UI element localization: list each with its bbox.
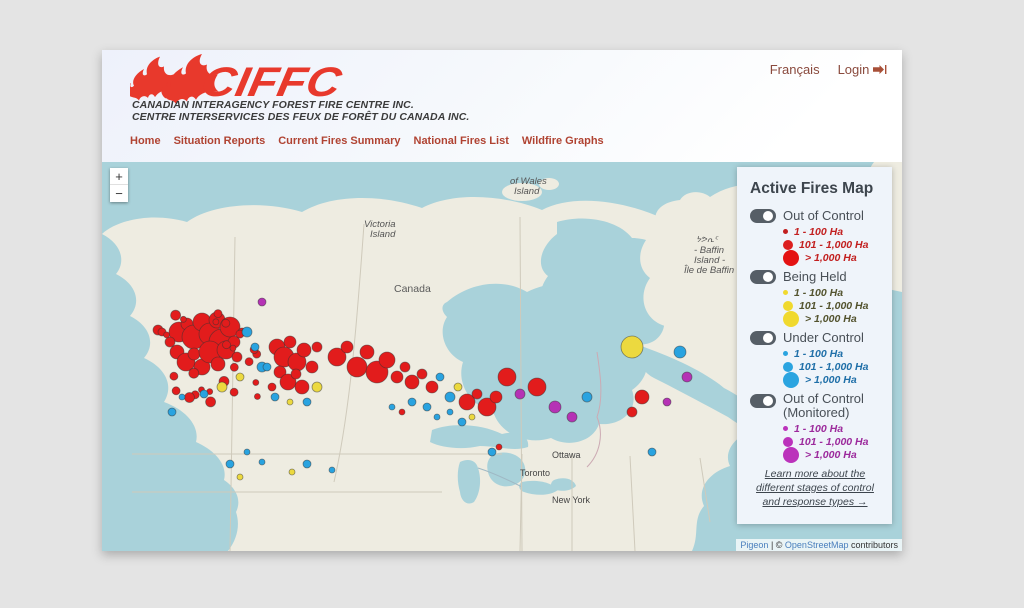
svg-text:Island: Island xyxy=(514,186,540,197)
svg-text:Toronto: Toronto xyxy=(520,468,550,478)
svg-text:Ottawa: Ottawa xyxy=(552,450,581,460)
svg-text:Île de Baffin: Île de Baffin xyxy=(684,265,734,276)
svg-text:Island: Island xyxy=(370,229,396,240)
svg-text:ᔭᕗᕆᑦ: ᔭᕗᕆᑦ xyxy=(696,235,719,244)
svg-text:Canada: Canada xyxy=(394,283,431,295)
svg-text:New York: New York xyxy=(552,495,591,505)
